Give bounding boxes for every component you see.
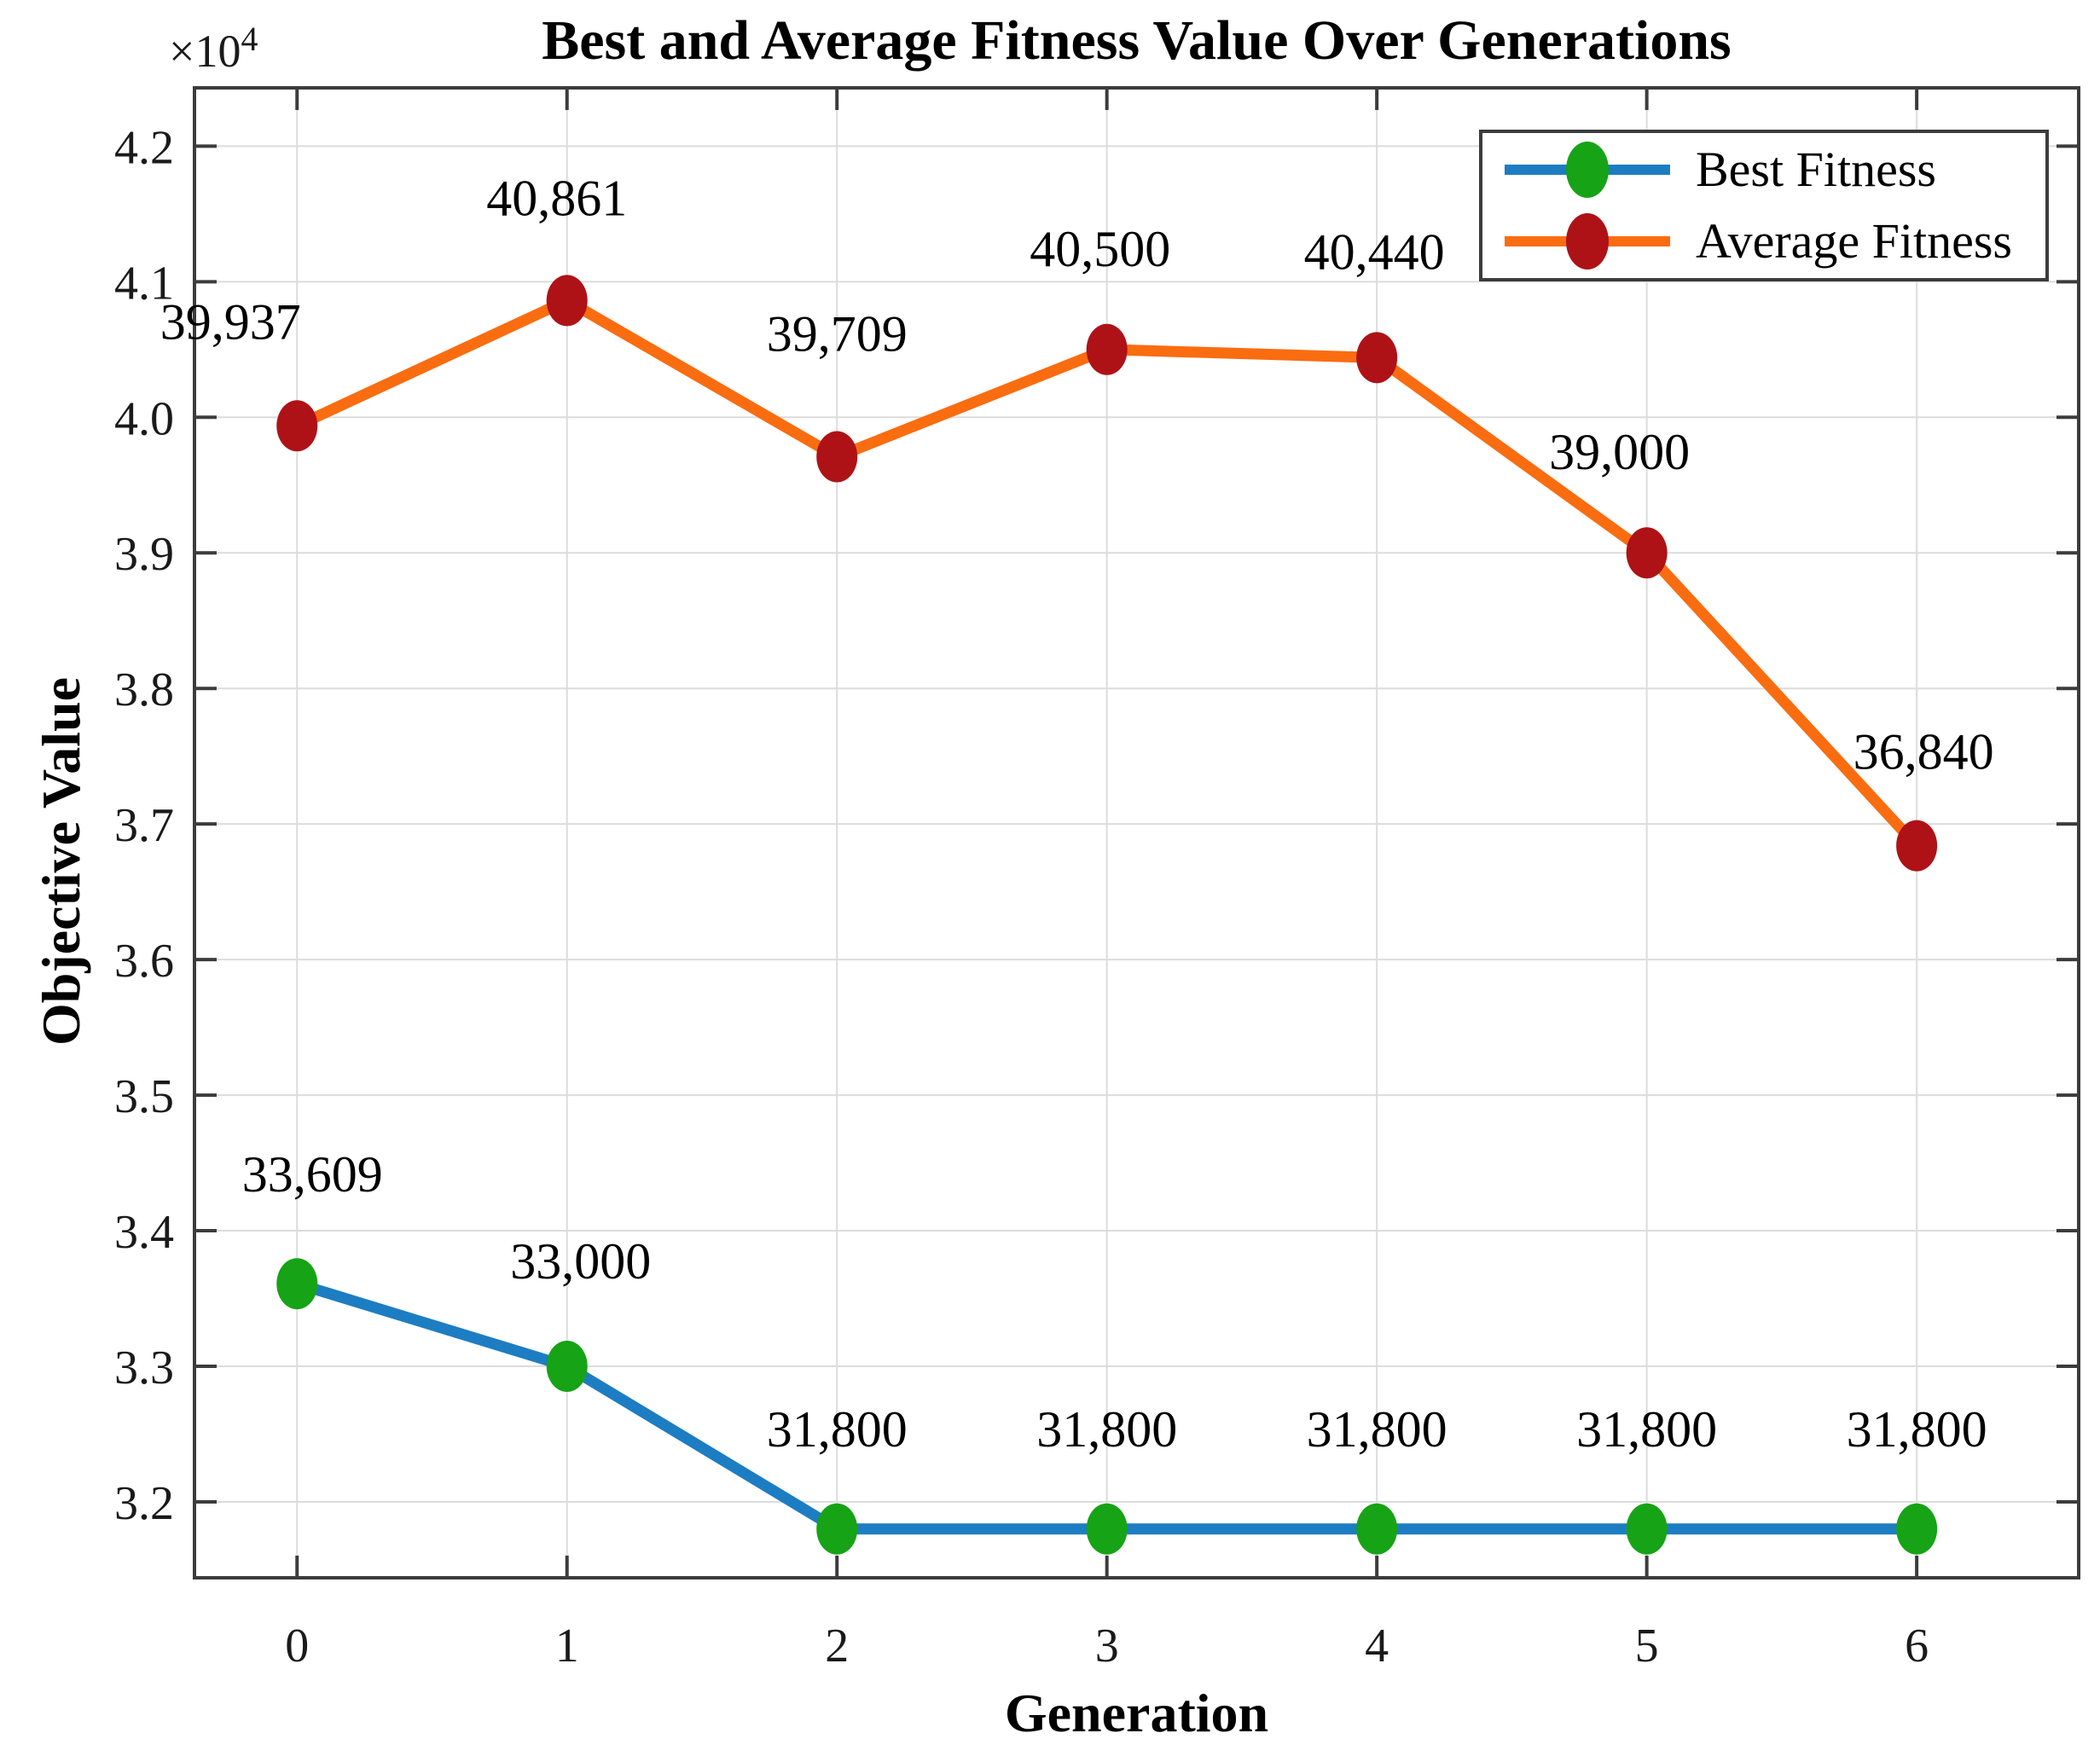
y-tick-label: 4.2 <box>114 121 174 174</box>
y-tick-label: 3.2 <box>114 1477 174 1530</box>
data-point-label-average-fitness: 39,937 <box>160 293 301 350</box>
data-point-average-fitness <box>816 431 858 483</box>
data-point-average-fitness <box>1626 527 1668 579</box>
data-point-best-fitness <box>1356 1503 1398 1555</box>
data-point-label-average-fitness: 40,440 <box>1304 223 1445 280</box>
data-point-label-best-fitness: 33,000 <box>510 1233 651 1290</box>
legend-sample-average-fitness <box>1505 213 1670 270</box>
data-point-label-average-fitness: 39,709 <box>767 306 908 362</box>
data-point-best-fitness <box>1896 1503 1938 1555</box>
data-point-average-fitness <box>1896 820 1938 872</box>
data-point-best-fitness <box>1626 1503 1668 1555</box>
data-point-label-best-fitness: 31,800 <box>1576 1401 1717 1458</box>
y-axis-multiplier-exponent: 4 <box>241 20 258 58</box>
data-point-best-fitness <box>276 1258 318 1310</box>
data-point-best-fitness <box>1086 1503 1128 1555</box>
data-point-label-average-fitness: 40,500 <box>1030 221 1170 277</box>
y-tick-label: 3.9 <box>114 528 174 581</box>
x-tick-label: 4 <box>1365 1620 1389 1672</box>
data-point-average-fitness <box>276 400 318 452</box>
legend-box: Best Fitness Average Fitness <box>1479 130 2049 281</box>
y-tick-label: 4.0 <box>114 392 174 445</box>
legend-sample-best-fitness <box>1505 141 1670 198</box>
y-tick-label: 3.3 <box>114 1342 174 1394</box>
legend-marker-best-fitness <box>1566 141 1609 198</box>
plot-area-border <box>193 86 2080 1579</box>
x-tick-label: 2 <box>825 1620 849 1672</box>
y-tick-label: 3.6 <box>114 935 174 988</box>
data-point-label-best-fitness: 31,800 <box>1847 1401 1987 1458</box>
x-tick-label: 5 <box>1635 1620 1659 1672</box>
chart-title: Best and Average Fitness Value Over Gene… <box>542 9 1732 72</box>
data-point-label-best-fitness: 31,800 <box>1307 1401 1447 1458</box>
x-tick-label: 0 <box>285 1620 309 1672</box>
data-point-average-fitness <box>546 275 588 327</box>
y-axis-multiplier-base: ×10 <box>169 26 241 77</box>
x-axis-label: Generation <box>1004 1683 1269 1743</box>
y-tick-label: 3.5 <box>114 1070 174 1123</box>
data-point-label-best-fitness: 31,800 <box>767 1401 908 1458</box>
x-tick-label: 3 <box>1095 1620 1119 1672</box>
data-point-best-fitness <box>546 1341 588 1393</box>
data-point-average-fitness <box>1086 323 1128 375</box>
data-point-label-average-fitness: 36,840 <box>1853 724 1994 780</box>
data-point-label-average-fitness: 40,861 <box>486 170 627 226</box>
x-tick-label: 1 <box>555 1620 579 1672</box>
y-tick-label: 3.7 <box>114 799 174 852</box>
data-point-label-best-fitness: 31,800 <box>1036 1401 1177 1458</box>
data-point-best-fitness <box>816 1503 858 1555</box>
legend-item-best-fitness: Best Fitness <box>1482 134 2045 206</box>
x-tick-label: 6 <box>1905 1620 1929 1672</box>
data-point-label-average-fitness: 39,000 <box>1549 424 1690 480</box>
y-tick-label: 3.4 <box>114 1206 174 1259</box>
y-tick-label: 4.1 <box>114 257 174 310</box>
legend-label-average-fitness: Average Fitness <box>1696 213 2012 270</box>
legend-label-best-fitness: Best Fitness <box>1696 141 1936 197</box>
data-point-label-best-fitness: 33,609 <box>242 1146 383 1203</box>
legend-marker-average-fitness <box>1566 213 1609 270</box>
y-tick-label: 3.8 <box>114 664 174 716</box>
y-axis-multiplier: ×104 <box>169 19 258 78</box>
legend-item-average-fitness: Average Fitness <box>1482 206 2045 277</box>
y-axis-label: Objective Value <box>31 677 91 1046</box>
data-point-average-fitness <box>1356 332 1398 384</box>
